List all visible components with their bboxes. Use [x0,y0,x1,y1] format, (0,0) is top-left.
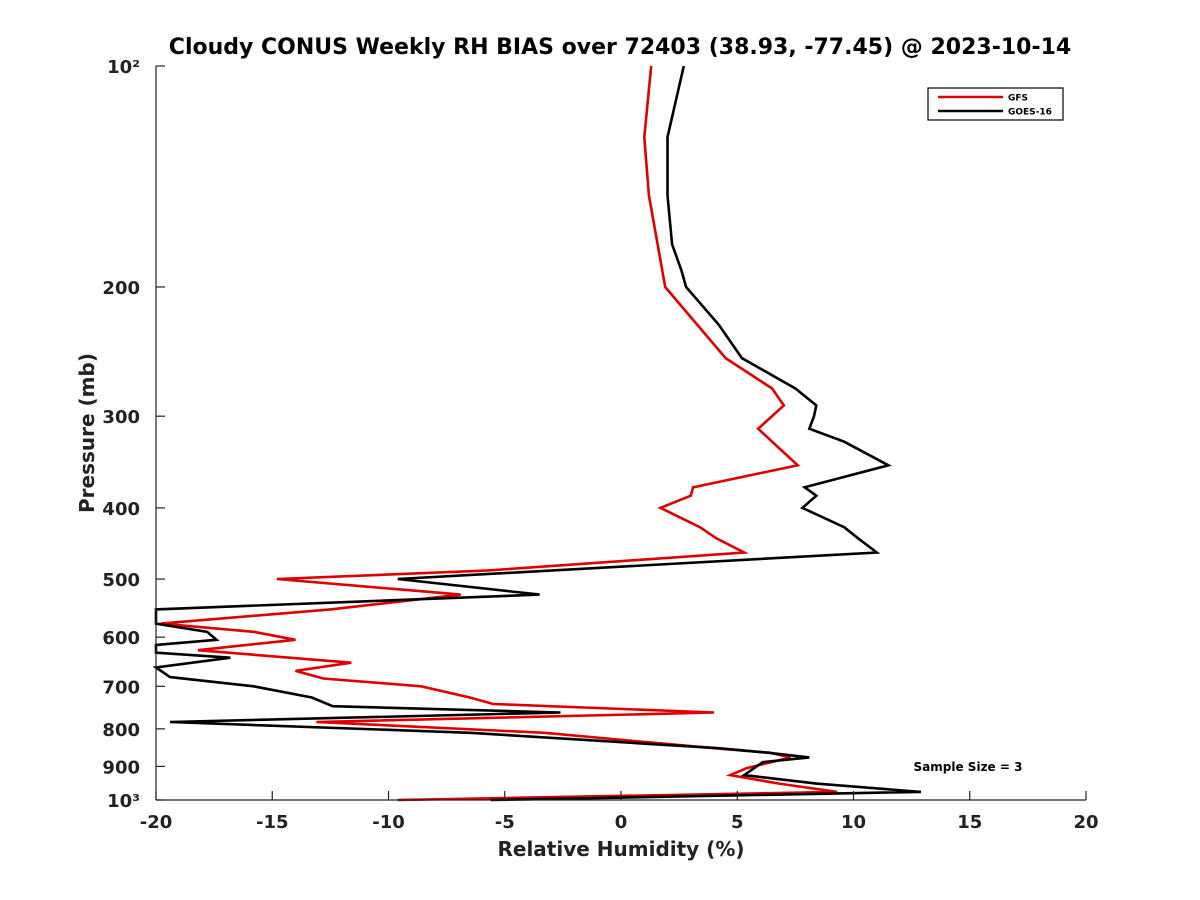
y-tick-label: 800 [102,720,140,741]
x-tick-label: -10 [372,812,405,833]
y-tick-label: 400 [102,499,140,520]
x-tick-label: 10 [841,812,866,833]
x-tick-label: 5 [731,812,744,833]
y-tick-label: 10² [107,57,140,78]
x-axis-ticks: -20 -15 -10 -5 0 5 10 15 20 [140,791,1099,833]
x-tick-label: -15 [256,812,289,833]
legend-label-gfs: GFS [1008,94,1028,104]
y-tick-label: 600 [102,628,140,649]
x-axis-label: Relative Humidity (%) [497,837,744,861]
y-tick-label: 700 [102,677,140,698]
y-tick-label: 300 [102,407,140,428]
legend-box [927,87,1064,121]
y-tick-label: 10³ [107,791,140,812]
x-tick-label: -20 [140,812,173,833]
y-tick-label: 900 [102,757,140,778]
y-tick-label: 200 [102,278,140,299]
y-tick-label: 500 [102,570,140,591]
legend-label-goes-16: GOES-16 [1008,108,1052,118]
x-tick-label: 20 [1073,812,1098,833]
sample-size-annotation: Sample Size = 3 [914,760,1023,774]
chart-title: Cloudy CONUS Weekly RH BIAS over 72403 (… [169,35,1071,60]
y-axis-ticks: 10² 200 300 400 500 600 700 800 900 10³ [102,57,165,812]
x-tick-label: 0 [615,812,628,833]
x-tick-label: 15 [957,812,982,833]
x-tick-label: -5 [495,812,515,833]
legend: GFS GOES-16 [927,87,1064,121]
y-axis-label: Pressure (mb) [75,353,99,513]
